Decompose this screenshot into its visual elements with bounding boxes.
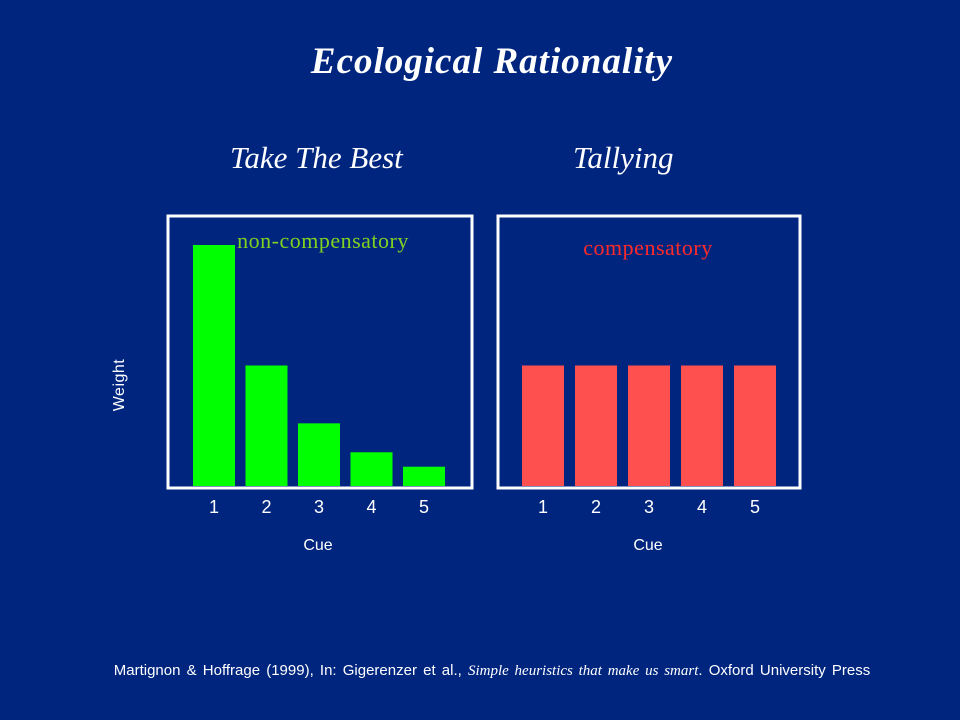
take-the-best-tick-4: 4 bbox=[366, 497, 376, 517]
tallying-tick-4: 4 bbox=[697, 497, 707, 517]
take-the-best-bar-1 bbox=[193, 245, 235, 486]
take-the-best-plot-frame bbox=[166, 214, 474, 490]
take-the-best-bar-2 bbox=[245, 365, 288, 486]
tallying-x-ticks: 1 2 3 4 5 bbox=[538, 497, 760, 517]
tallying-bar-1 bbox=[522, 365, 564, 486]
take-the-best-tick-2: 2 bbox=[261, 497, 271, 517]
compensatory-label: compensatory bbox=[583, 235, 712, 260]
take-the-best-bar-3 bbox=[298, 423, 340, 486]
tallying-tick-3: 3 bbox=[644, 497, 654, 517]
tallying-bar-4 bbox=[681, 365, 723, 486]
citation-footer: Martignon & Hoffrage (1999), In: Gigeren… bbox=[0, 662, 960, 680]
take-the-best-bars bbox=[193, 245, 445, 486]
y-axis-label: Weight bbox=[111, 359, 128, 412]
take-the-best-x-axis-label: Cue bbox=[303, 537, 332, 554]
tallying-bar-2 bbox=[575, 365, 617, 486]
take-the-best-x-ticks: 1 2 3 4 5 bbox=[209, 497, 429, 517]
take-the-best-bar-4 bbox=[350, 452, 393, 486]
tallying-bar-5 bbox=[734, 365, 776, 486]
page-title: Ecological Rationality bbox=[310, 41, 674, 82]
take-the-best-tick-3: 3 bbox=[314, 497, 324, 517]
citation-authors: Martignon & Hoffrage (1999), In: Gigeren… bbox=[113, 662, 462, 679]
take-the-best-bar-5 bbox=[403, 466, 445, 486]
citation-book-title: Simple heuristics that make us smart bbox=[467, 663, 699, 679]
take-the-best-chart: non-compensatory 1 2 3 4 5 Cue Weight bbox=[111, 214, 474, 554]
take-the-best-title: Take The Best bbox=[230, 140, 403, 175]
take-the-best-tick-5: 5 bbox=[419, 497, 429, 517]
citation-publisher: . Oxford University Press bbox=[698, 662, 871, 679]
tallying-tick-5: 5 bbox=[750, 497, 760, 517]
tallying-bar-3 bbox=[628, 365, 670, 486]
tallying-x-axis-label: Cue bbox=[633, 537, 662, 554]
tallying-tick-2: 2 bbox=[591, 497, 601, 517]
tallying-chart: compensatory 1 2 3 4 5 Cue bbox=[496, 214, 802, 554]
tallying-title: Tallying bbox=[573, 140, 674, 175]
tallying-tick-1: 1 bbox=[538, 497, 548, 517]
non-compensatory-label: non-compensatory bbox=[237, 228, 409, 253]
tallying-bars bbox=[522, 365, 776, 486]
tallying-plot-frame bbox=[496, 214, 802, 490]
take-the-best-tick-1: 1 bbox=[209, 497, 219, 517]
